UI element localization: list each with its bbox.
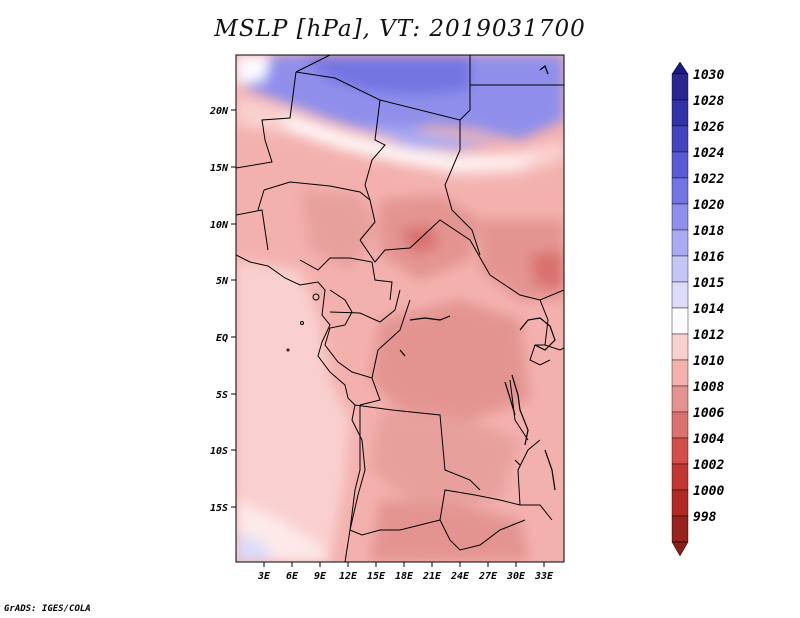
lat-label: 5S xyxy=(216,390,228,401)
footer-credit: GrADS: IGES/COLA xyxy=(4,604,91,614)
colorbar-level-label: 1015 xyxy=(693,276,724,291)
colorbar-swatch xyxy=(671,203,689,231)
colorbar-labels: 1030 1028 1026 1024 1022 1020 1018 1016 1015 1014… xyxy=(693,68,724,525)
lon-label: 33E xyxy=(534,571,554,582)
colorbar-swatch xyxy=(671,385,689,413)
colorbar-level-label: 1006 xyxy=(693,406,724,421)
colorbar-swatch xyxy=(671,333,689,361)
colorbar-swatch xyxy=(671,177,689,205)
map-title: MSLP [hPa], VT: 2019031700 xyxy=(214,16,586,42)
colorbar-level-label: 1014 xyxy=(693,302,724,317)
lon-label: 21E xyxy=(422,571,442,582)
colorbar-level-label: 1002 xyxy=(693,458,724,473)
lat-label: 15S xyxy=(210,503,228,514)
lon-label: 9E xyxy=(314,571,327,582)
colorbar-swatch xyxy=(671,359,689,387)
latitude-axis: 20N 15N 10N 5N EQ 5S 10S 15S xyxy=(209,106,236,514)
lon-label: 18E xyxy=(395,571,414,582)
lat-label: 20N xyxy=(209,106,229,117)
colorbar-level-label: 998 xyxy=(693,510,717,525)
lakes xyxy=(399,65,556,491)
lon-label: 3E xyxy=(257,571,271,582)
colorbar-swatch xyxy=(671,463,689,491)
colorbar-level-label: 1000 xyxy=(693,484,724,499)
lon-label: 24E xyxy=(450,571,470,582)
colorbar-level-label: 1024 xyxy=(693,146,724,161)
colorbar-swatch xyxy=(671,307,689,335)
colorbar-swatch xyxy=(671,281,689,309)
colorbar-swatch xyxy=(671,255,689,283)
pressure-field xyxy=(236,55,564,562)
colorbar-swatch xyxy=(671,99,689,127)
colorbar-swatch xyxy=(671,229,689,257)
colorbar-level-label: 1020 xyxy=(693,198,724,213)
lon-label: 12E xyxy=(339,571,358,582)
color-bar: 1030 1028 1026 1024 1022 1020 1018 1016 1015 1014… xyxy=(671,61,724,557)
lat-label: 10N xyxy=(210,220,229,231)
colorbar-level-label: 1004 xyxy=(693,432,724,447)
country-borders xyxy=(236,55,564,551)
colorbar-level-label: 1008 xyxy=(693,380,724,395)
lon-label: 6E xyxy=(286,571,299,582)
colorbar-swatch xyxy=(671,489,689,517)
colorbar-swatch xyxy=(671,151,689,179)
colorbar-level-label: 1022 xyxy=(693,172,724,187)
colorbar-swatch xyxy=(671,437,689,465)
colorbar-swatch xyxy=(671,125,689,153)
colorbar-top-arrow xyxy=(671,61,689,75)
lat-label: 10S xyxy=(210,446,228,457)
coastline xyxy=(236,254,366,562)
map-frame xyxy=(235,54,565,563)
colorbar-level-label: 1028 xyxy=(693,94,724,109)
colorbar-level-label: 1016 xyxy=(693,250,724,265)
colorbar-level-label: 1010 xyxy=(693,354,724,369)
longitude-axis: 3E 6E 9E 12E 15E 18E 21E 24E 27E 30E 33E xyxy=(257,562,554,582)
lat-label: 5N xyxy=(216,276,229,287)
colorbar-swatch xyxy=(671,515,689,543)
lon-label: 30E xyxy=(506,571,526,582)
colorbar-level-label: 1012 xyxy=(693,328,724,343)
lat-label: EQ xyxy=(216,333,228,344)
colorbar-swatch xyxy=(671,73,689,101)
colorbar-boxes xyxy=(671,73,689,543)
lon-label: 27E xyxy=(478,571,498,582)
colorbar-level-label: 1018 xyxy=(693,224,724,239)
colorbar-bottom-arrow xyxy=(671,541,689,557)
lon-label: 15E xyxy=(367,571,386,582)
colorbar-swatch xyxy=(671,411,689,439)
colorbar-level-label: 1026 xyxy=(693,120,724,135)
colorbar-level-label: 1030 xyxy=(693,68,724,83)
lat-label: 15N xyxy=(210,163,229,174)
